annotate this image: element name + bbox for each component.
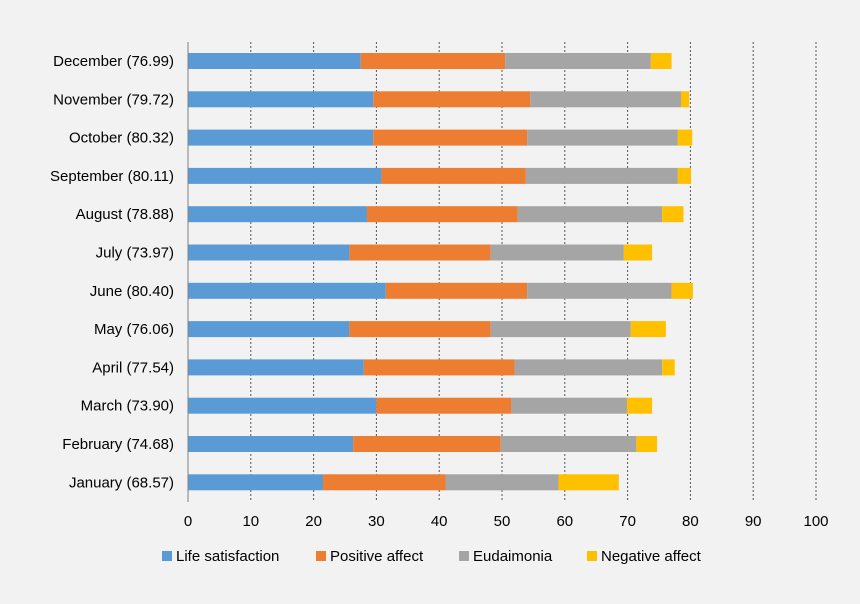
bar-eudaimonia-4 xyxy=(517,206,663,223)
category-label: June (80.40) xyxy=(90,283,174,300)
category-label: July (73.97) xyxy=(96,245,174,262)
bar-positive-affect-6 xyxy=(385,282,528,299)
category-label: March (73.90) xyxy=(81,398,174,415)
legend-label: Negative affect xyxy=(601,548,702,565)
bar-positive-affect-2 xyxy=(373,129,528,146)
bar-life-satisfaction-11 xyxy=(188,474,324,491)
bar-life-satisfaction-5 xyxy=(188,244,350,261)
x-tick-label: 100 xyxy=(803,513,828,530)
bar-negative-affect-2 xyxy=(677,129,693,146)
x-tick-label: 20 xyxy=(305,513,322,530)
x-tick-label: 60 xyxy=(556,513,573,530)
bar-eudaimonia-9 xyxy=(511,397,627,414)
bar-life-satisfaction-10 xyxy=(188,436,354,452)
bar-negative-affect-4 xyxy=(662,206,684,223)
x-tick-label: 80 xyxy=(682,513,699,530)
category-label: May (76.06) xyxy=(94,321,174,338)
bar-eudaimonia-0 xyxy=(505,53,651,69)
x-tick-label: 70 xyxy=(619,513,636,530)
legend-label: Positive affect xyxy=(330,548,424,565)
bar-eudaimonia-8 xyxy=(514,359,663,376)
legend-swatch-life-satisfaction xyxy=(162,551,172,561)
category-label: August (78.88) xyxy=(76,206,174,223)
legend-label: Eudaimonia xyxy=(473,548,553,565)
bar-negative-affect-1 xyxy=(680,91,690,108)
bar-positive-affect-4 xyxy=(366,206,518,223)
bar-negative-affect-5 xyxy=(623,244,653,261)
bar-positive-affect-3 xyxy=(381,167,526,184)
bar-life-satisfaction-1 xyxy=(188,91,374,108)
bar-negative-affect-7 xyxy=(630,321,666,338)
bar-life-satisfaction-2 xyxy=(188,129,374,146)
x-tick-label: 0 xyxy=(184,513,192,530)
bar-eudaimonia-6 xyxy=(527,282,672,299)
bar-positive-affect-9 xyxy=(376,397,512,414)
bar-life-satisfaction-9 xyxy=(188,397,377,414)
bar-life-satisfaction-8 xyxy=(188,359,364,376)
bar-positive-affect-8 xyxy=(363,359,515,376)
legend-swatch-eudaimonia xyxy=(459,551,469,561)
category-label: November (79.72) xyxy=(53,91,174,108)
bar-positive-affect-10 xyxy=(353,436,501,452)
bar-negative-affect-11 xyxy=(558,474,619,491)
bar-eudaimonia-3 xyxy=(525,167,678,184)
bar-eudaimonia-7 xyxy=(490,321,631,338)
bar-negative-affect-8 xyxy=(662,359,675,376)
bar-negative-affect-0 xyxy=(650,53,672,69)
x-tick-label: 40 xyxy=(431,513,448,530)
x-tick-label: 90 xyxy=(745,513,762,530)
category-label: January (68.57) xyxy=(69,474,174,491)
bar-eudaimonia-1 xyxy=(530,91,681,108)
category-label: April (77.54) xyxy=(92,359,174,376)
x-tick-label: 50 xyxy=(494,513,511,530)
bar-positive-affect-0 xyxy=(360,53,506,69)
bar-life-satisfaction-3 xyxy=(188,167,382,184)
bar-eudaimonia-10 xyxy=(500,436,637,452)
x-tick-label: 10 xyxy=(242,513,259,530)
bar-negative-affect-9 xyxy=(626,397,653,414)
bar-positive-affect-1 xyxy=(373,91,531,108)
category-label: September (80.11) xyxy=(50,168,174,185)
bar-negative-affect-3 xyxy=(677,167,692,184)
bar-life-satisfaction-7 xyxy=(188,321,350,338)
bar-life-satisfaction-0 xyxy=(188,53,361,69)
legend-swatch-positive-affect xyxy=(316,551,326,561)
bar-eudaimonia-11 xyxy=(445,474,559,491)
bar-life-satisfaction-4 xyxy=(188,206,367,223)
legend-swatch-negative-affect xyxy=(587,551,597,561)
bar-eudaimonia-5 xyxy=(490,244,624,261)
bar-negative-affect-10 xyxy=(636,436,658,452)
bar-positive-affect-7 xyxy=(349,321,491,338)
bar-eudaimonia-2 xyxy=(527,129,678,146)
x-tick-label: 30 xyxy=(368,513,385,530)
bar-life-satisfaction-6 xyxy=(188,282,386,299)
bar-negative-affect-6 xyxy=(671,282,693,299)
category-label: October (80.32) xyxy=(69,130,174,147)
legend-label: Life satisfaction xyxy=(176,548,279,565)
category-label: February (74.68) xyxy=(62,436,174,453)
category-label: December (76.99) xyxy=(53,53,174,70)
bar-positive-affect-5 xyxy=(349,244,491,261)
bar-positive-affect-11 xyxy=(323,474,446,491)
